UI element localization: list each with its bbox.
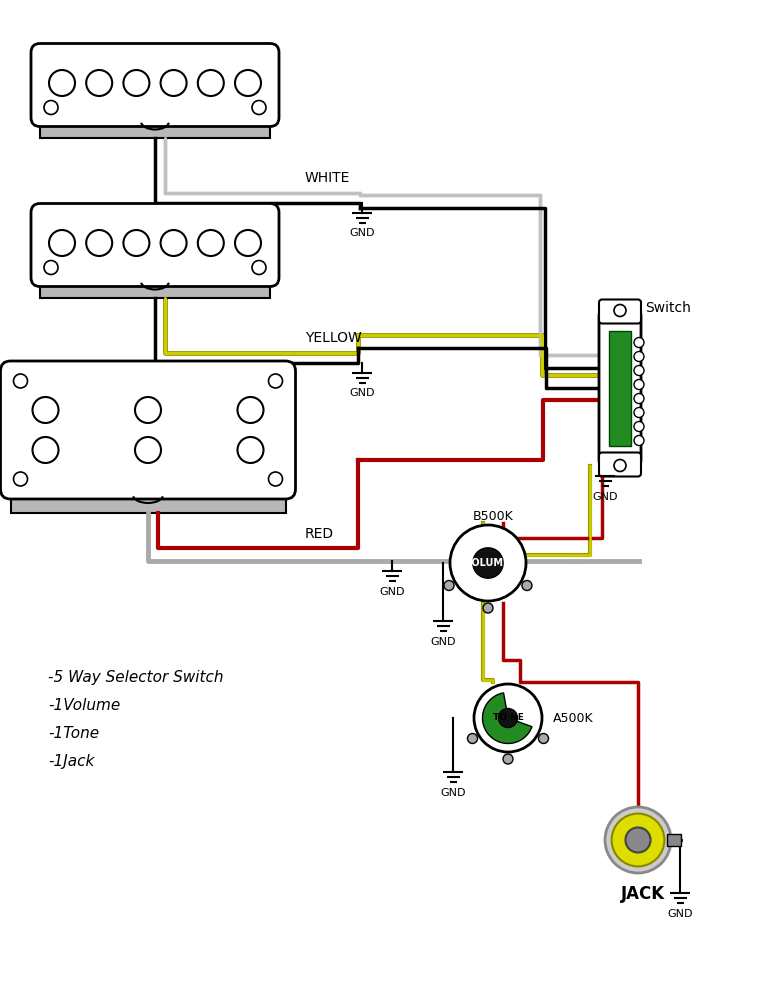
FancyBboxPatch shape — [599, 310, 641, 465]
Text: -1Tone: -1Tone — [48, 726, 99, 741]
FancyBboxPatch shape — [31, 43, 279, 126]
Circle shape — [625, 828, 650, 853]
Circle shape — [252, 260, 266, 274]
Circle shape — [468, 734, 478, 744]
Circle shape — [634, 365, 644, 375]
Circle shape — [237, 397, 263, 423]
Circle shape — [611, 814, 664, 867]
Circle shape — [86, 70, 112, 96]
Circle shape — [269, 374, 283, 388]
Circle shape — [634, 421, 644, 431]
Text: GND: GND — [379, 587, 405, 597]
Text: B500K: B500K — [472, 510, 513, 523]
Text: A500K: A500K — [553, 712, 594, 725]
Bar — [40, 117, 270, 137]
Text: GND: GND — [430, 637, 455, 647]
Circle shape — [49, 230, 75, 256]
Circle shape — [235, 70, 261, 96]
Circle shape — [634, 379, 644, 389]
Circle shape — [124, 70, 150, 96]
Text: GND: GND — [667, 909, 693, 919]
Circle shape — [522, 581, 532, 591]
Text: VOLUME: VOLUME — [465, 558, 511, 568]
Circle shape — [634, 351, 644, 361]
Circle shape — [14, 472, 28, 486]
Text: RED: RED — [305, 527, 334, 541]
Bar — [667, 834, 681, 846]
Circle shape — [634, 435, 644, 445]
Circle shape — [44, 260, 58, 274]
FancyBboxPatch shape — [1, 361, 296, 499]
Circle shape — [32, 397, 58, 423]
Circle shape — [605, 807, 671, 873]
Circle shape — [614, 459, 626, 471]
Circle shape — [161, 230, 187, 256]
Circle shape — [538, 734, 548, 744]
Circle shape — [135, 437, 161, 463]
Circle shape — [235, 230, 261, 256]
Text: -5 Way Selector Switch: -5 Way Selector Switch — [48, 670, 223, 685]
Circle shape — [198, 70, 223, 96]
Circle shape — [614, 304, 626, 316]
Circle shape — [634, 393, 644, 403]
Circle shape — [503, 754, 513, 764]
Wedge shape — [482, 693, 532, 744]
Circle shape — [124, 230, 150, 256]
Circle shape — [14, 374, 28, 388]
Bar — [11, 489, 286, 513]
Circle shape — [44, 100, 58, 114]
Circle shape — [49, 70, 75, 96]
Circle shape — [32, 437, 58, 463]
Text: GND: GND — [592, 491, 617, 502]
Circle shape — [473, 548, 503, 579]
Text: JACK: JACK — [621, 885, 665, 903]
Text: TO NE: TO NE — [492, 714, 524, 723]
FancyBboxPatch shape — [599, 299, 641, 323]
FancyBboxPatch shape — [31, 203, 279, 286]
Text: YELLOW: YELLOW — [305, 331, 362, 345]
Circle shape — [161, 70, 187, 96]
Text: GND: GND — [349, 228, 375, 238]
FancyBboxPatch shape — [599, 452, 641, 476]
Circle shape — [237, 437, 263, 463]
Circle shape — [474, 684, 542, 752]
Bar — [40, 277, 270, 297]
Circle shape — [634, 407, 644, 417]
Text: -1Volume: -1Volume — [48, 698, 121, 713]
Text: GND: GND — [349, 388, 375, 398]
Circle shape — [135, 397, 161, 423]
Circle shape — [198, 230, 223, 256]
Circle shape — [498, 709, 518, 728]
Text: WHITE: WHITE — [305, 171, 350, 185]
Circle shape — [444, 581, 454, 591]
Circle shape — [269, 472, 283, 486]
Circle shape — [252, 100, 266, 114]
Circle shape — [634, 337, 644, 347]
Circle shape — [86, 230, 112, 256]
Text: Switch: Switch — [645, 300, 691, 314]
Circle shape — [483, 603, 493, 613]
Text: -1Jack: -1Jack — [48, 754, 94, 769]
Circle shape — [450, 525, 526, 601]
Bar — [609, 330, 631, 445]
Text: GND: GND — [440, 788, 465, 798]
